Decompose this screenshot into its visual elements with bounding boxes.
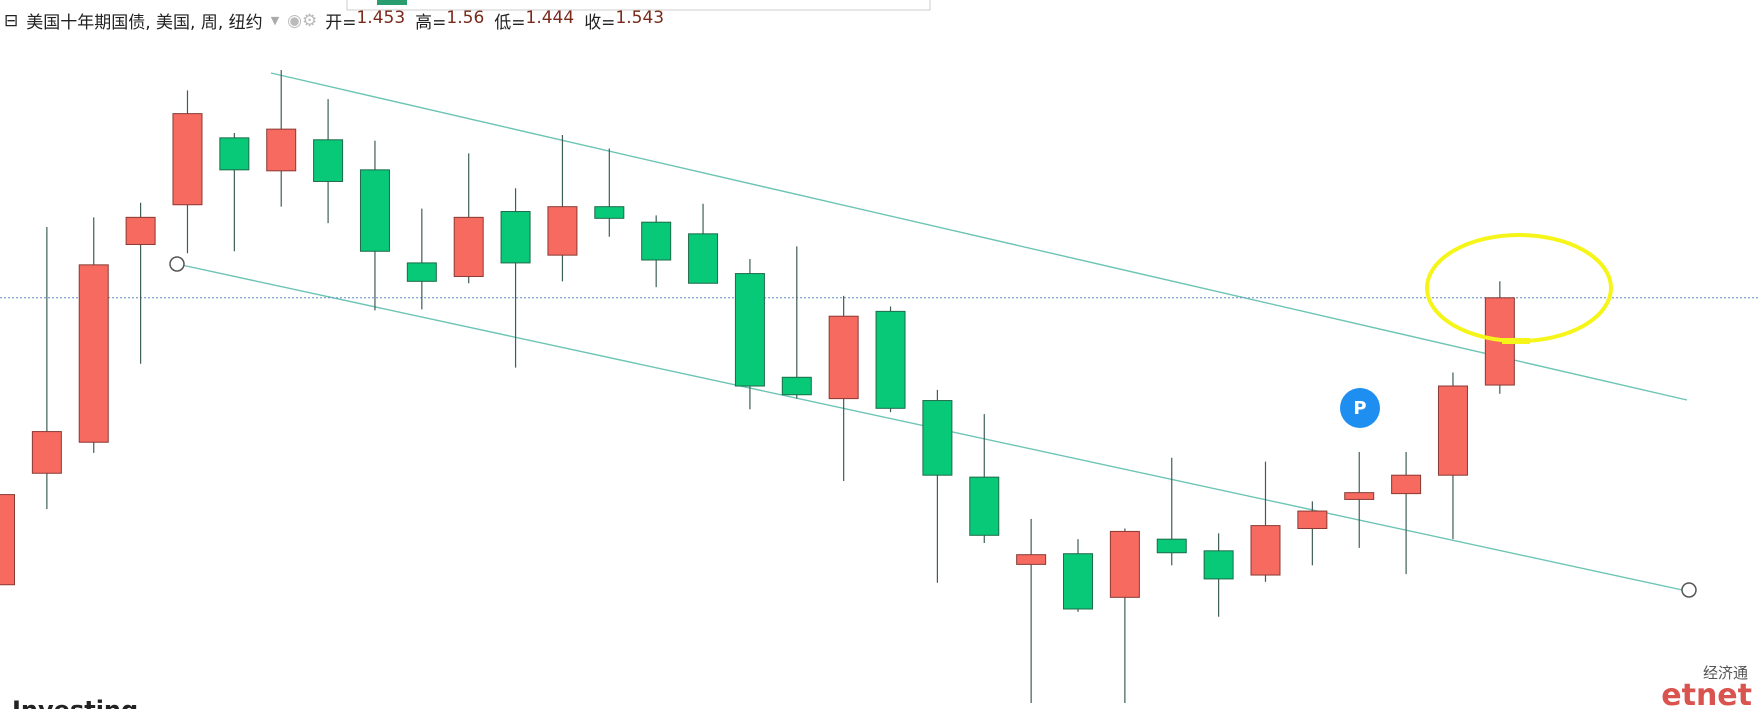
- candle-body: [547, 206, 578, 256]
- candle-body: [828, 315, 859, 400]
- candle-body: [1063, 553, 1094, 610]
- trend-anchor: [169, 256, 185, 272]
- toolbar-button: [377, 0, 407, 5]
- candle-body: [313, 139, 344, 182]
- dropdown-icon[interactable]: ▼: [270, 14, 280, 27]
- watermark: 经济通: [1703, 664, 1748, 682]
- candle-body: [78, 264, 109, 443]
- candle-body: [266, 128, 297, 172]
- candle-body: [125, 216, 156, 245]
- highlight-ellipse: [1425, 233, 1613, 343]
- candle-body: [641, 221, 672, 261]
- candle-body: [688, 233, 719, 284]
- ohlc-value: 1.453: [356, 8, 406, 28]
- watermark: Investing: [12, 696, 138, 709]
- candle-body: [922, 400, 953, 476]
- candle-body: [781, 376, 812, 396]
- candle-body: [1203, 550, 1234, 580]
- p-icon[interactable]: [1340, 388, 1380, 428]
- ohlc-value: 1.543: [615, 8, 665, 28]
- settings-icons[interactable]: ◉⚙: [287, 10, 318, 31]
- candle-body: [1109, 530, 1140, 598]
- candle-body: [453, 216, 484, 277]
- candle-body: [1297, 510, 1328, 530]
- candle-body: [969, 476, 1000, 536]
- candle-body: [219, 137, 250, 171]
- candle-body: [500, 211, 531, 264]
- ohlc-label: 高=: [415, 13, 447, 33]
- candle-body: [734, 273, 765, 387]
- candle-body: [1250, 525, 1281, 576]
- candle-body: [1344, 492, 1375, 500]
- candle-body: [359, 169, 390, 252]
- candle-body: [1437, 385, 1468, 476]
- ohlc-label: 开=: [325, 13, 357, 33]
- p-icon-text: P: [1353, 398, 1366, 419]
- candle-body: [0, 494, 15, 586]
- watermark: etnet: [1661, 678, 1752, 709]
- candle-body: [1156, 538, 1187, 554]
- candle-body: [594, 206, 625, 219]
- ohlc-label: 低=: [494, 13, 526, 33]
- toolbar: [346, 0, 931, 11]
- collapse-icon[interactable]: ⊟: [4, 10, 19, 31]
- header: ⊟ 美国十年期国债, 美国, 周, 纽约 ▼ ◉⚙ 开= 1.453 高= 1.56 低…: [4, 8, 674, 33]
- candle-body: [1391, 474, 1422, 495]
- candle-body: [31, 431, 62, 474]
- candle-body: [172, 113, 203, 206]
- ohlc-value: 1.56: [446, 8, 485, 28]
- ohlc-value: 1.444: [525, 8, 575, 28]
- trend-anchor: [1681, 582, 1697, 598]
- ohlc: 开= 1.453 高= 1.56 低= 1.444 收= 1.543: [325, 8, 674, 33]
- upper-trend-line: [270, 72, 1688, 401]
- chart-title: 美国十年期国债, 美国, 周, 纽约: [26, 13, 263, 33]
- candle-body: [1016, 554, 1047, 565]
- candle-body: [406, 262, 437, 282]
- ohlc-label: 收=: [584, 13, 616, 33]
- candle-body: [875, 310, 906, 409]
